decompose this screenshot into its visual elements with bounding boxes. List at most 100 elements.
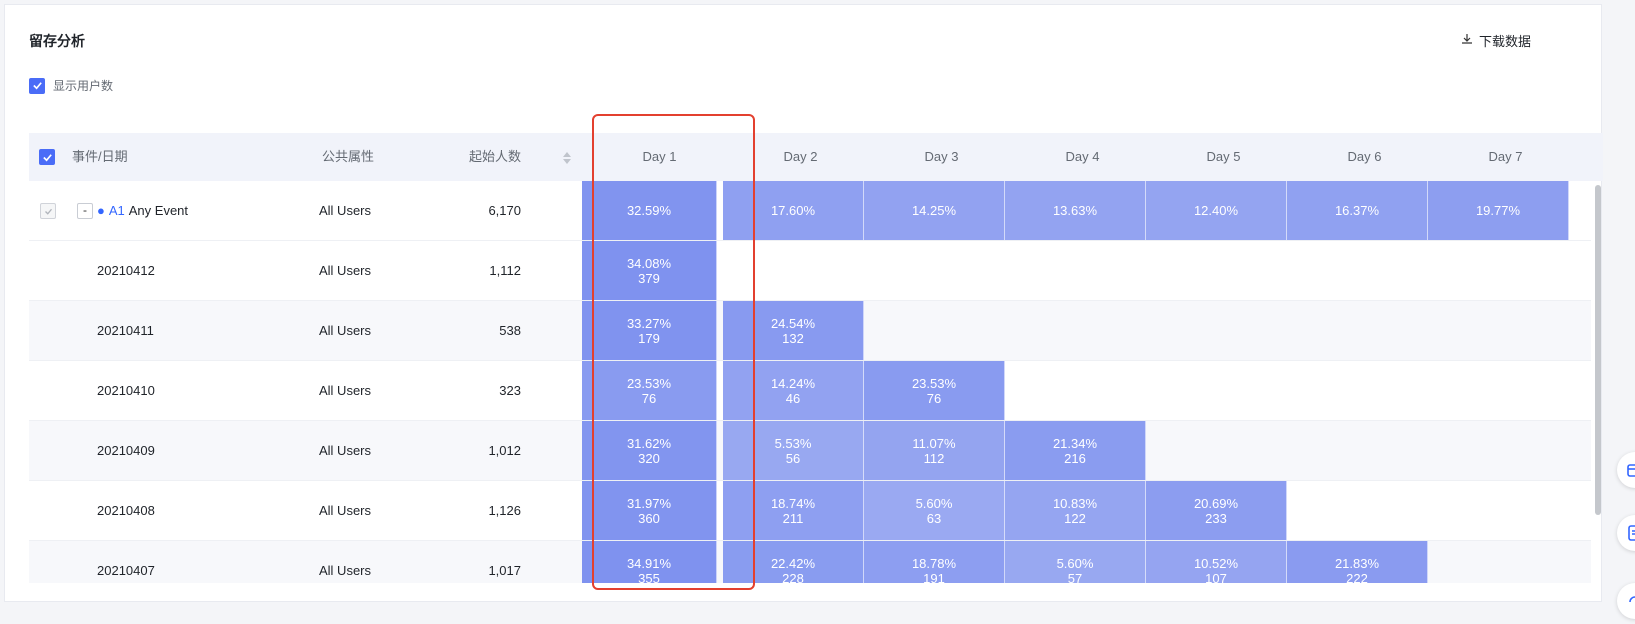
retention-count: 57 <box>1067 570 1083 584</box>
sort-icon[interactable] <box>563 151 571 164</box>
retention-cell[interactable]: 31.62% 320 <box>582 421 717 480</box>
summary-cell-day-3[interactable]: 14.25% <box>864 181 1005 240</box>
summary-cell-day-4[interactable]: 13.63% <box>1005 181 1146 240</box>
retention-count: 132 <box>782 330 804 346</box>
retention-cell[interactable]: 18.74% 211 <box>723 481 864 540</box>
select-all-checkbox[interactable] <box>39 149 55 165</box>
retention-count: 76 <box>926 390 942 406</box>
retention-count: 179 <box>638 330 660 346</box>
retention-count: 228 <box>782 570 804 584</box>
row-date: 20210411 <box>97 323 154 338</box>
retention-pct: 23.53% <box>911 375 957 391</box>
retention-cell[interactable]: 34.91% 355 <box>582 541 717 583</box>
retention-count: 112 <box>923 450 945 466</box>
row-attr: All Users <box>319 263 372 278</box>
summary-row-checkbox[interactable] <box>40 203 56 219</box>
summary-cell-day-5[interactable]: 12.40% <box>1146 181 1287 240</box>
side-doc-icon[interactable] <box>1617 515 1635 551</box>
retention-count: 222 <box>1346 570 1368 584</box>
retention-cell[interactable]: 24.54% 132 <box>723 301 864 360</box>
retention-cell[interactable]: 11.07% 112 <box>864 421 1005 480</box>
retention-cell[interactable]: 31.97% 360 <box>582 481 717 540</box>
retention-pct: 11.07% <box>912 435 956 451</box>
row-start: 1,017 <box>488 563 521 578</box>
download-data-button[interactable]: 下载数据 <box>1461 31 1531 50</box>
retention-count: 56 <box>785 450 801 466</box>
retention-pct: 17.60% <box>770 203 816 218</box>
row-date: 20210410 <box>97 383 155 398</box>
col-event-date: 事件/日期 <box>72 149 128 164</box>
show-users-toggle[interactable]: 显示用户数 <box>29 77 113 94</box>
download-icon <box>1461 33 1473 48</box>
vertical-scrollbar[interactable] <box>1593 185 1603 583</box>
retention-cell[interactable]: 23.53% 76 <box>864 361 1005 420</box>
row-attr: All Users <box>319 563 372 578</box>
retention-pct: 21.83% <box>1334 555 1380 571</box>
retention-pct: 34.91% <box>626 555 672 571</box>
retention-pct: 12.40% <box>1193 203 1239 218</box>
col-day-5: Day 5 <box>1206 149 1241 164</box>
page-title: 留存分析 <box>29 33 85 49</box>
row-start: 1,012 <box>488 443 521 458</box>
table-row: 20210409 All Users 1,012 31.62% 320 5.53% 5… <box>29 421 1591 481</box>
side-tool-icon[interactable] <box>1617 452 1635 488</box>
summary-row: - ● A1 Any Event All Users 6,170 32.59% 17.… <box>29 181 1591 241</box>
retention-pct: 14.25% <box>911 203 957 218</box>
retention-count: 107 <box>1205 570 1227 584</box>
retention-pct: 18.74% <box>770 495 816 511</box>
retention-cell[interactable]: 14.24% 46 <box>723 361 864 420</box>
retention-count: 216 <box>1064 450 1086 466</box>
check-icon <box>42 153 52 161</box>
retention-count: 122 <box>1064 510 1086 526</box>
retention-count: 360 <box>638 510 660 526</box>
retention-pct: 18.78% <box>911 555 957 571</box>
retention-cell[interactable]: 5.60% 57 <box>1005 541 1146 583</box>
retention-pct: 33.27% <box>626 315 672 331</box>
retention-cell[interactable]: 22.42% 228 <box>723 541 864 583</box>
retention-cell[interactable]: 10.83% 122 <box>1005 481 1146 540</box>
scrollbar-thumb[interactable] <box>1595 185 1601 515</box>
retention-cell[interactable]: 21.83% 222 <box>1287 541 1428 583</box>
retention-pct: 24.54% <box>770 315 816 331</box>
collapse-button[interactable]: - <box>77 203 93 219</box>
retention-count: 76 <box>641 390 657 406</box>
summary-cell-day-7[interactable]: 19.77% <box>1428 181 1569 240</box>
retention-cell[interactable]: 33.27% 179 <box>582 301 717 360</box>
retention-pct: 14.24% <box>770 375 816 391</box>
side-support-icon[interactable] <box>1617 583 1635 619</box>
retention-pct: 22.42% <box>770 555 816 571</box>
show-users-label: 显示用户数 <box>53 79 114 93</box>
retention-pct: 5.60% <box>915 495 953 511</box>
retention-cell[interactable]: 10.52% 107 <box>1146 541 1287 583</box>
retention-cell[interactable]: 5.53% 56 <box>723 421 864 480</box>
retention-cell[interactable]: 21.34% 216 <box>1005 421 1146 480</box>
col-day-7: Day 7 <box>1488 149 1523 164</box>
check-icon <box>44 208 52 215</box>
retention-pct: 31.97% <box>626 495 672 511</box>
retention-count: 211 <box>782 510 804 526</box>
retention-pct: 31.62% <box>626 435 672 451</box>
retention-pct: 20.69% <box>1193 495 1239 511</box>
table-row: 20210407 All Users 1,017 34.91% 355 22.42%… <box>29 541 1591 583</box>
table-row: 20210410 All Users 323 23.53% 76 14.24% 46 2… <box>29 361 1591 421</box>
retention-cell[interactable]: 23.53% 76 <box>582 361 717 420</box>
summary-cell-day-6[interactable]: 16.37% <box>1287 181 1428 240</box>
summary-cell-day-2[interactable]: 17.60% <box>723 181 864 240</box>
show-users-checkbox[interactable] <box>29 77 45 94</box>
row-date: 20210412 <box>97 263 155 278</box>
retention-cell[interactable]: 20.69% 233 <box>1146 481 1287 540</box>
summary-cell-day-1[interactable]: 32.59% <box>582 181 717 240</box>
retention-cell[interactable]: 34.08% 379 <box>582 241 717 300</box>
table-row: 20210412 All Users 1,112 34.08% 379 <box>29 241 1591 301</box>
retention-cell[interactable]: 5.60% 63 <box>864 481 1005 540</box>
col-day-3: Day 3 <box>924 149 959 164</box>
row-date: 20210408 <box>97 503 155 518</box>
col-day-6: Day 6 <box>1347 149 1382 164</box>
retention-pct: 5.60% <box>1056 555 1094 571</box>
col-start-users: 起始人数 <box>469 149 522 164</box>
retention-pct: 16.37% <box>1334 203 1380 218</box>
col-day-1: Day 1 <box>642 149 677 164</box>
retention-cell[interactable]: 18.78% 191 <box>864 541 1005 583</box>
row-start: 323 <box>499 383 521 398</box>
download-label: 下载数据 <box>1478 34 1531 49</box>
